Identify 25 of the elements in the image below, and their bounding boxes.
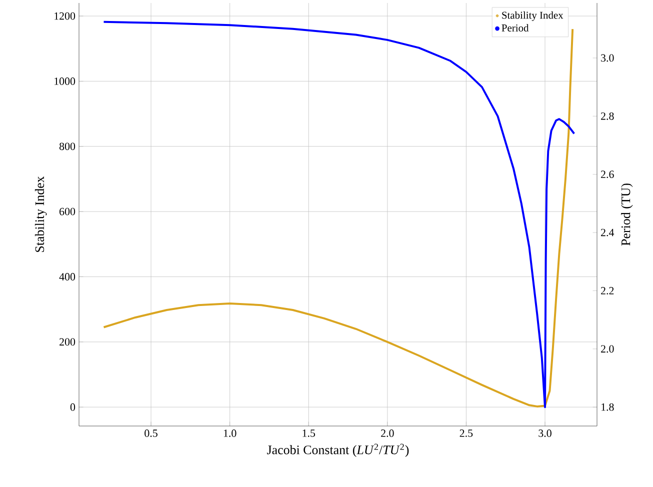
y-tick-label: 200: [60, 338, 76, 346]
y2-tick-label: 1.8: [602, 403, 614, 411]
x-tick-label: 0.5: [144, 430, 158, 437]
x-tick-label: 1.0: [224, 430, 236, 437]
y-tick-label: 0: [70, 403, 76, 411]
y-tick-label: 400: [59, 273, 76, 280]
y-axis-title: Stability Index: [34, 176, 47, 252]
legend-label: Period: [502, 24, 529, 32]
x-tick-label: 3.0: [538, 430, 552, 437]
y2-tick-label: 2.2: [601, 287, 614, 294]
y2-tick-label: 2.6: [601, 170, 614, 178]
x-tick-label: 2.5: [460, 430, 473, 437]
legend-label: Stability Index: [502, 11, 564, 21]
y-tick-label: 800: [59, 142, 76, 150]
y2-tick-label: 2.8: [601, 112, 614, 120]
y-tick-label: 1200: [54, 12, 76, 20]
x-tick-label: 1.5: [302, 430, 316, 437]
y-tick-label: 600: [60, 208, 76, 216]
y2-tick-label: 3.0: [601, 54, 614, 62]
x-axis-title: Jacobi Constant (LU$^{2}$/TU$^{2}$): [267, 444, 409, 457]
y2-tick-label: 2.0: [601, 345, 614, 353]
x-tick-label: 2.0: [381, 430, 394, 437]
y2-tick-label: 2.4: [601, 228, 614, 236]
y2-axis-title: Period (TU): [621, 184, 633, 246]
y-tick-label: 1000: [54, 78, 76, 85]
